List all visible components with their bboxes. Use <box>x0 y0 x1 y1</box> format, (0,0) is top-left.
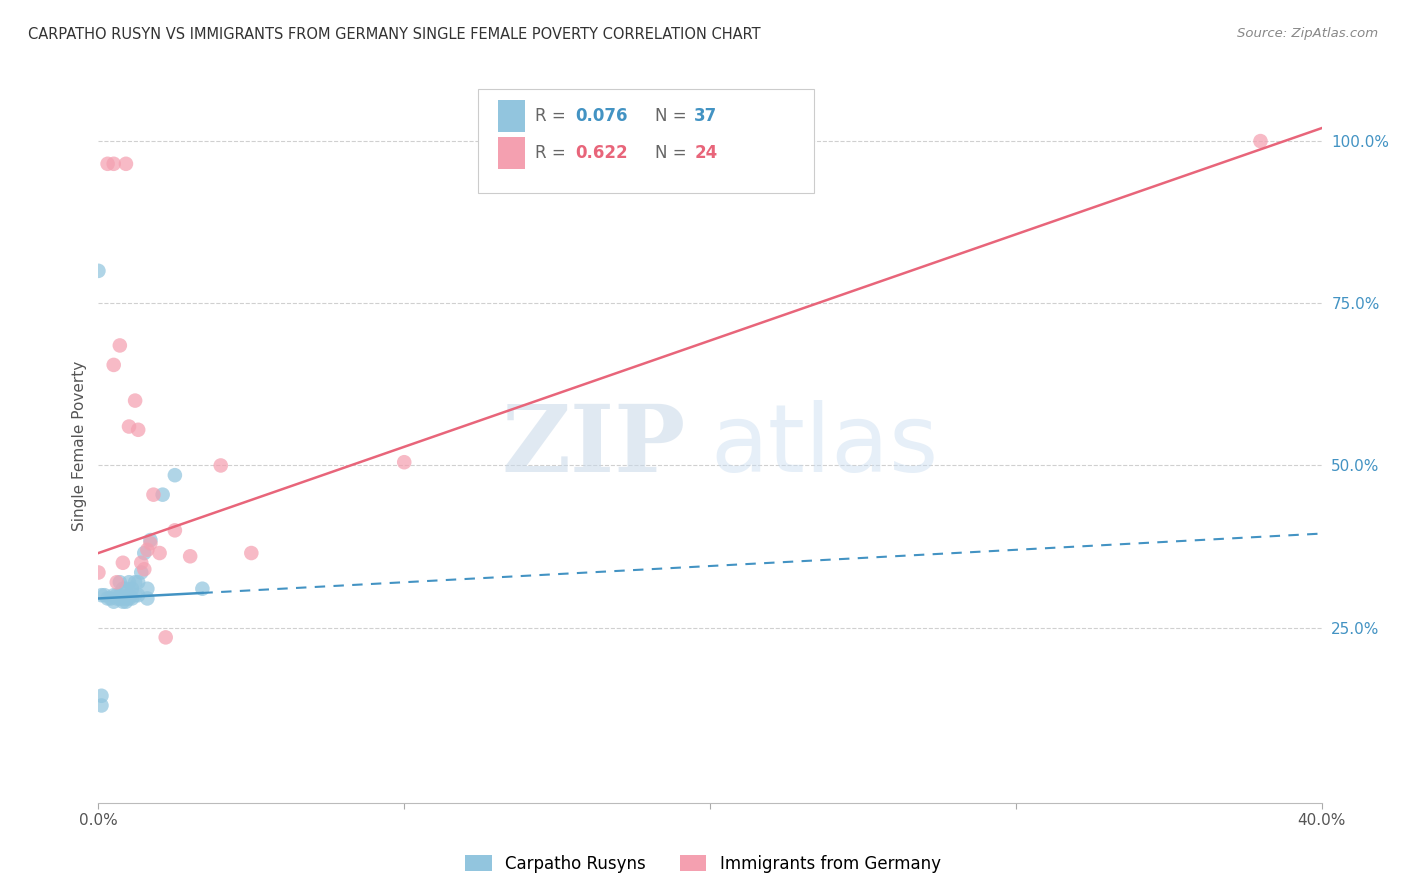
Point <box>118 575 141 590</box>
FancyBboxPatch shape <box>498 100 526 132</box>
Point <box>127 575 149 590</box>
Point <box>124 575 146 590</box>
Point <box>149 546 172 560</box>
Point <box>191 582 214 596</box>
Text: Source: ZipAtlas.com: Source: ZipAtlas.com <box>1237 27 1378 40</box>
Point <box>108 591 131 606</box>
Point <box>139 533 162 547</box>
Point <box>108 338 131 352</box>
Point <box>118 591 141 606</box>
Text: 0.076: 0.076 <box>575 107 628 125</box>
Point <box>115 157 138 171</box>
Point <box>152 488 174 502</box>
Point <box>129 556 152 570</box>
Point <box>129 566 152 580</box>
Point <box>127 588 149 602</box>
Point <box>103 157 125 171</box>
Text: 24: 24 <box>695 145 717 162</box>
Point <box>111 595 134 609</box>
Point <box>121 591 143 606</box>
Point <box>134 546 156 560</box>
Point <box>108 588 131 602</box>
Point <box>115 591 138 606</box>
Text: R =: R = <box>536 145 571 162</box>
Point <box>392 455 416 469</box>
Point <box>136 582 159 596</box>
Point <box>127 423 149 437</box>
Point <box>111 556 134 570</box>
Point <box>87 264 110 278</box>
Text: CARPATHO RUSYN VS IMMIGRANTS FROM GERMANY SINGLE FEMALE POVERTY CORRELATION CHAR: CARPATHO RUSYN VS IMMIGRANTS FROM GERMAN… <box>28 27 761 42</box>
Point <box>209 458 232 473</box>
Point <box>115 595 138 609</box>
Point <box>134 562 156 576</box>
Point <box>105 588 128 602</box>
Text: N =: N = <box>655 145 692 162</box>
Point <box>136 542 159 557</box>
Point <box>90 588 112 602</box>
Point <box>136 591 159 606</box>
Point <box>93 588 115 602</box>
Point <box>103 358 125 372</box>
Point <box>90 698 112 713</box>
Point <box>142 488 165 502</box>
Point <box>103 588 125 602</box>
Point <box>87 566 110 580</box>
Y-axis label: Single Female Poverty: Single Female Poverty <box>72 361 87 531</box>
Point <box>163 468 186 483</box>
Text: atlas: atlas <box>710 400 938 492</box>
Point <box>118 588 141 602</box>
Point <box>118 419 141 434</box>
Legend: Carpatho Rusyns, Immigrants from Germany: Carpatho Rusyns, Immigrants from Germany <box>458 848 948 880</box>
Point <box>1249 134 1271 148</box>
Point <box>100 591 122 606</box>
Point <box>121 582 143 596</box>
Point <box>124 588 146 602</box>
Point <box>97 591 120 606</box>
Point <box>139 536 162 550</box>
Text: N =: N = <box>655 107 692 125</box>
Point <box>103 595 125 609</box>
Point <box>105 591 128 606</box>
Point <box>240 546 263 560</box>
FancyBboxPatch shape <box>498 137 526 169</box>
FancyBboxPatch shape <box>478 89 814 193</box>
Text: ZIP: ZIP <box>502 401 686 491</box>
Point <box>105 575 128 590</box>
Point <box>163 524 186 538</box>
Text: 0.622: 0.622 <box>575 145 628 162</box>
Point <box>108 575 131 590</box>
Point <box>111 591 134 606</box>
Point <box>155 631 177 645</box>
Point <box>124 393 146 408</box>
Text: 37: 37 <box>695 107 717 125</box>
Point <box>179 549 201 564</box>
Point <box>97 157 120 171</box>
Text: R =: R = <box>536 107 571 125</box>
Point <box>111 582 134 596</box>
Point <box>115 582 138 596</box>
Point <box>90 689 112 703</box>
